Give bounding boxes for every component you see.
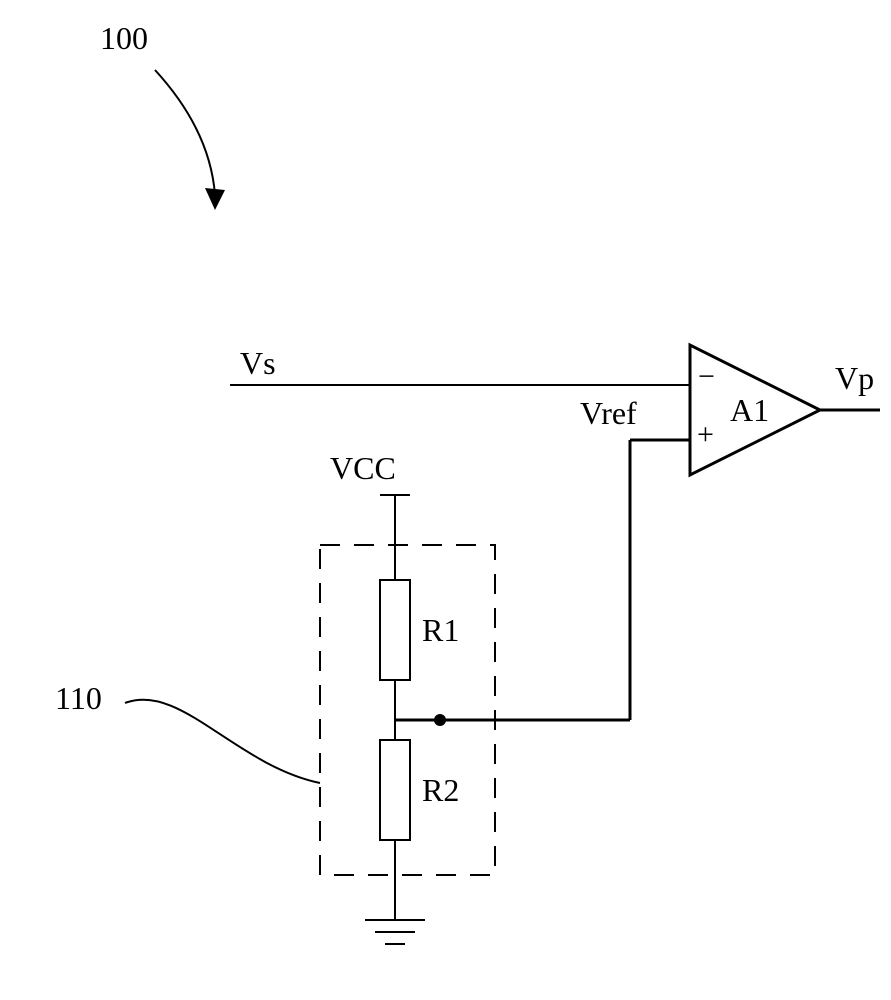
vref-label: Vref xyxy=(580,395,637,432)
vp-label: Vp xyxy=(835,360,874,397)
r1-resistor xyxy=(380,580,410,680)
ref100-arrow-head xyxy=(205,188,225,210)
r2-resistor xyxy=(380,740,410,840)
circuit-diagram xyxy=(0,0,891,1000)
divider-box xyxy=(320,545,495,875)
ref110-label: 110 xyxy=(55,680,102,717)
plus-label: + xyxy=(697,418,714,452)
vs-label: Vs xyxy=(240,345,276,382)
ref100-label: 100 xyxy=(100,20,148,57)
vcc-label: VCC xyxy=(330,450,396,487)
r1-label: R1 xyxy=(422,612,459,649)
a1-label: A1 xyxy=(730,392,769,429)
ref110-leader xyxy=(125,700,320,783)
minus-label: − xyxy=(698,360,715,394)
r2-label: R2 xyxy=(422,772,459,809)
ref100-arrow-curve xyxy=(155,70,215,195)
